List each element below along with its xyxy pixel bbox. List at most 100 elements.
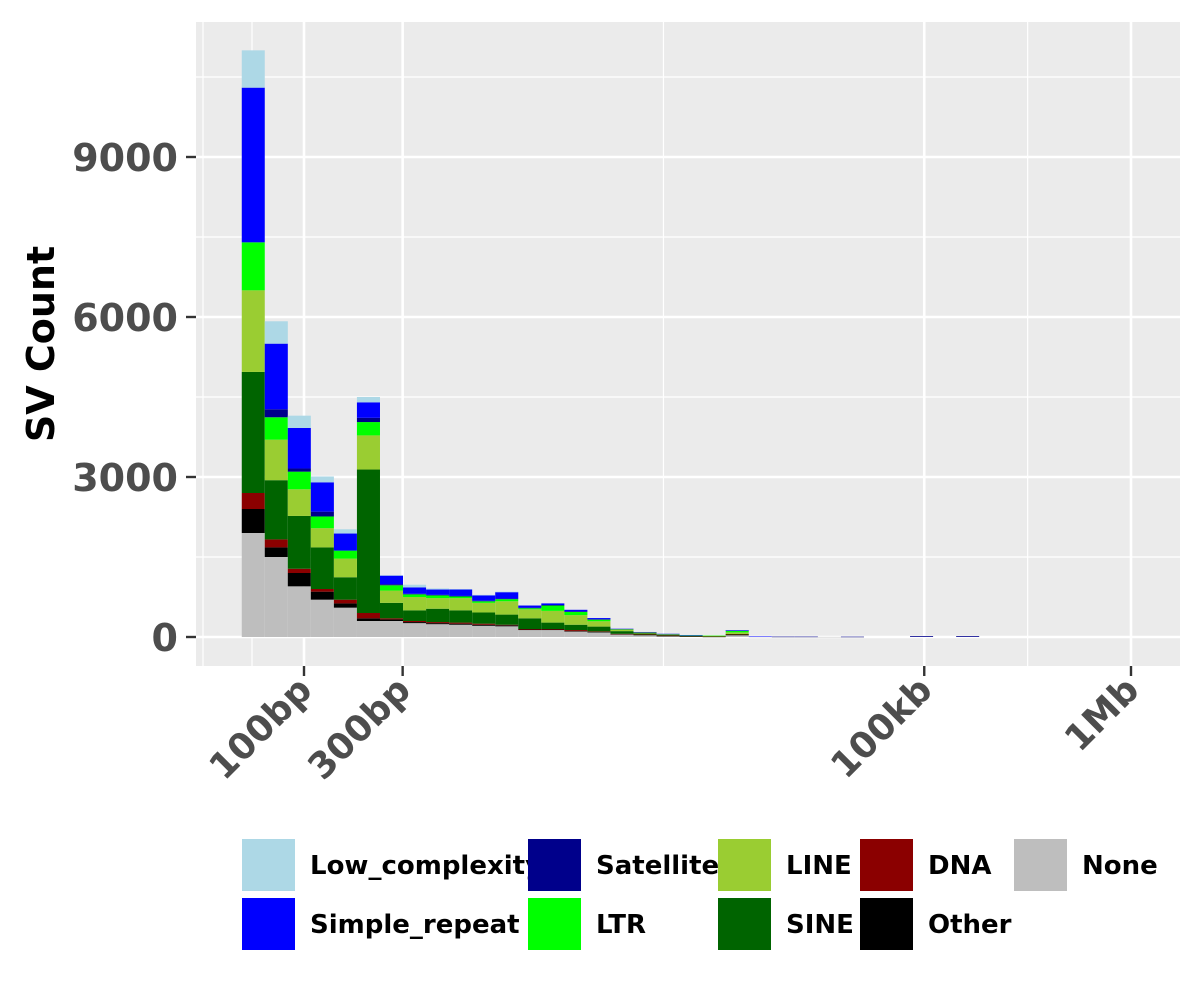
bar-segment xyxy=(264,557,288,637)
bar-segment xyxy=(840,636,864,638)
y-axis-title: SV Count xyxy=(19,246,63,442)
bar-segment xyxy=(702,636,726,637)
bar-segment xyxy=(748,636,772,637)
legend-key xyxy=(242,839,295,891)
bar-segment xyxy=(633,634,657,635)
bar-segment xyxy=(725,630,749,631)
bar-segment xyxy=(541,622,565,629)
legend-item-none: None xyxy=(1014,839,1158,891)
bar-segment xyxy=(587,631,611,632)
bar-segment xyxy=(426,624,450,637)
series-line xyxy=(241,290,749,637)
bar-segment xyxy=(403,622,427,624)
bar-segment xyxy=(564,615,588,625)
bar-segment xyxy=(633,631,657,633)
y-tick-label: 0 xyxy=(152,616,178,660)
bar-segment xyxy=(449,589,473,596)
bar-segment xyxy=(794,636,818,638)
bar-segment xyxy=(472,623,496,625)
bar-segment xyxy=(587,626,611,632)
bar-segment xyxy=(310,516,334,529)
bar-segment xyxy=(264,480,288,540)
legend-key xyxy=(860,839,913,891)
legend-key xyxy=(718,839,771,891)
bar-segment xyxy=(794,636,818,638)
bar-segment xyxy=(287,568,311,573)
legend-key xyxy=(718,898,771,950)
bar-segment xyxy=(379,584,404,586)
bar-segment xyxy=(656,635,680,637)
bar-segment xyxy=(356,435,380,470)
bar-segment xyxy=(264,539,288,548)
series-ltr xyxy=(241,242,749,637)
bar-segment xyxy=(725,634,749,636)
legend-item-sine: SINE xyxy=(718,898,854,950)
bar-segment xyxy=(449,610,473,623)
stacked-bars xyxy=(241,50,980,638)
bar-segment xyxy=(449,596,473,599)
bar-segment xyxy=(541,610,565,623)
bar-segment xyxy=(241,87,265,243)
bar-segment xyxy=(310,511,334,517)
bar-segment xyxy=(426,622,450,624)
bar-segment xyxy=(426,623,450,625)
legend-key xyxy=(1014,839,1067,891)
bar-segment xyxy=(241,493,265,509)
legend-item-other: Other xyxy=(860,898,1012,950)
bar-segment xyxy=(403,621,427,623)
bar-segment xyxy=(264,343,288,410)
bar-segment xyxy=(333,558,357,578)
legend-label: LINE xyxy=(786,851,852,881)
bar-segment xyxy=(587,621,611,627)
bar-segment xyxy=(679,636,703,637)
bar-segment xyxy=(495,625,519,627)
bar-segment xyxy=(633,634,657,636)
bar-segment xyxy=(564,611,588,612)
legend-label: LTR xyxy=(596,910,646,940)
bar-segment xyxy=(656,635,680,636)
bar-segment xyxy=(333,533,357,551)
bar-segment xyxy=(356,621,380,637)
bar-segment xyxy=(426,608,450,623)
bar-segment xyxy=(241,290,265,372)
bar-segment xyxy=(310,589,334,592)
bar-segment xyxy=(241,509,265,533)
legend-key xyxy=(242,898,295,950)
bar-segment xyxy=(587,618,611,620)
bar-segment xyxy=(356,469,380,613)
x-tick-label: 300bp xyxy=(300,669,419,788)
bar-segment xyxy=(495,624,519,626)
bar-segment xyxy=(310,476,334,483)
bar-segment xyxy=(518,605,542,608)
legend-label: SINE xyxy=(786,910,854,940)
bar-segment xyxy=(310,591,334,600)
bar-segment xyxy=(333,603,357,608)
bar-segment xyxy=(541,605,565,606)
bar-segment xyxy=(495,598,519,600)
bar-segment xyxy=(633,632,657,634)
bar-segment xyxy=(287,573,311,587)
bar-segment xyxy=(333,577,357,600)
bar-segment xyxy=(287,468,311,472)
series-low-complexity xyxy=(241,50,519,596)
legend-label: DNA xyxy=(928,851,991,881)
bar-segment xyxy=(656,634,680,636)
bar-segment xyxy=(702,636,726,637)
bar-segment xyxy=(356,402,380,418)
bar-segment xyxy=(564,630,588,632)
x-tick-label: 100kb xyxy=(823,669,940,786)
bar-segment xyxy=(449,622,473,624)
bar-segment xyxy=(679,635,703,636)
bar-segment xyxy=(725,634,749,637)
bar-segment xyxy=(587,619,611,620)
bar-segment xyxy=(264,321,288,344)
bar-segment xyxy=(449,595,473,597)
bar-segment xyxy=(472,602,496,613)
bar-segment xyxy=(379,621,404,637)
bar-segment xyxy=(426,589,450,595)
bar-segment xyxy=(495,591,519,593)
bar-segment xyxy=(241,371,265,493)
bar-segment xyxy=(379,602,404,619)
